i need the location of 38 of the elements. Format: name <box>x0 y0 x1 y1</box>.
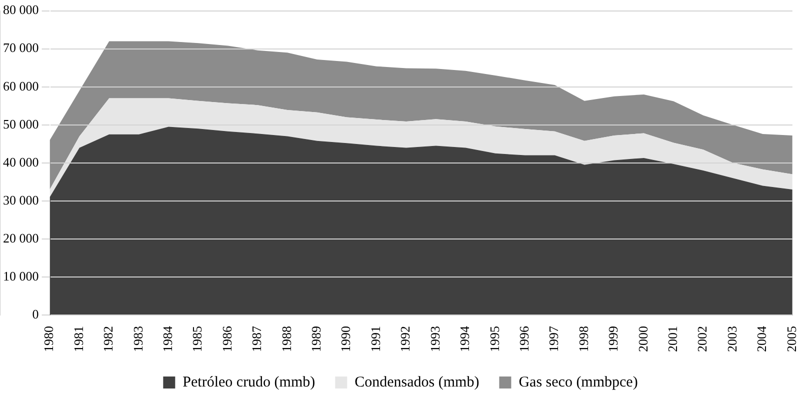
x-tick-label: 1990 <box>338 326 354 352</box>
y-tick-label: 40 000 <box>3 154 39 170</box>
x-tick-label: 1980 <box>41 326 56 352</box>
y-tick-label: 80 000 <box>3 2 39 18</box>
x-tick-label: 1992 <box>398 326 413 352</box>
legend-label: Condensados (mmb) <box>354 374 480 390</box>
x-tick-label: 1984 <box>160 326 175 352</box>
x-tick-label: 1996 <box>516 326 532 352</box>
x-tick-label: 1986 <box>219 326 234 352</box>
x-tick-label: 1981 <box>70 326 86 352</box>
x-tick-label: 2003 <box>724 326 740 352</box>
x-tick-label: 2002 <box>694 326 710 352</box>
y-tick-label: 10 000 <box>3 268 39 284</box>
x-tick-label: 1991 <box>368 326 383 352</box>
y-tick-label: 30 000 <box>3 192 39 208</box>
x-tick-label: 1998 <box>576 326 591 352</box>
x-tick-label: 1999 <box>606 326 621 352</box>
x-tick-label: 1983 <box>130 326 146 352</box>
legend-label: Gas seco (mmbpce) <box>518 374 638 390</box>
x-tick-label: 1989 <box>308 326 324 352</box>
y-tick-label: 60 000 <box>3 78 39 94</box>
legend-label: Petróleo crudo (mmb) <box>182 374 316 390</box>
y-tick-label: 50 000 <box>3 116 39 132</box>
x-tick-label: 2001 <box>665 326 680 352</box>
x-tick-label: 2004 <box>754 326 770 352</box>
x-tick-label: 2000 <box>635 326 650 352</box>
x-tick-label: 1985 <box>190 326 205 352</box>
x-tick-label: 1997 <box>546 326 562 352</box>
x-tick-label: 1995 <box>486 326 502 352</box>
x-tick-label: 1982 <box>100 326 116 352</box>
y-tick-label: 70 000 <box>3 40 39 56</box>
y-tick-label: 20 000 <box>3 230 39 246</box>
x-tick-label: 2005 <box>784 326 799 352</box>
x-tick-label: 1987 <box>249 326 264 352</box>
x-tick-label: 1993 <box>427 326 442 352</box>
x-tick-label: 1994 <box>457 326 472 352</box>
x-tick-label: 1988 <box>278 326 294 352</box>
y-tick-label: 0 <box>32 306 39 322</box>
